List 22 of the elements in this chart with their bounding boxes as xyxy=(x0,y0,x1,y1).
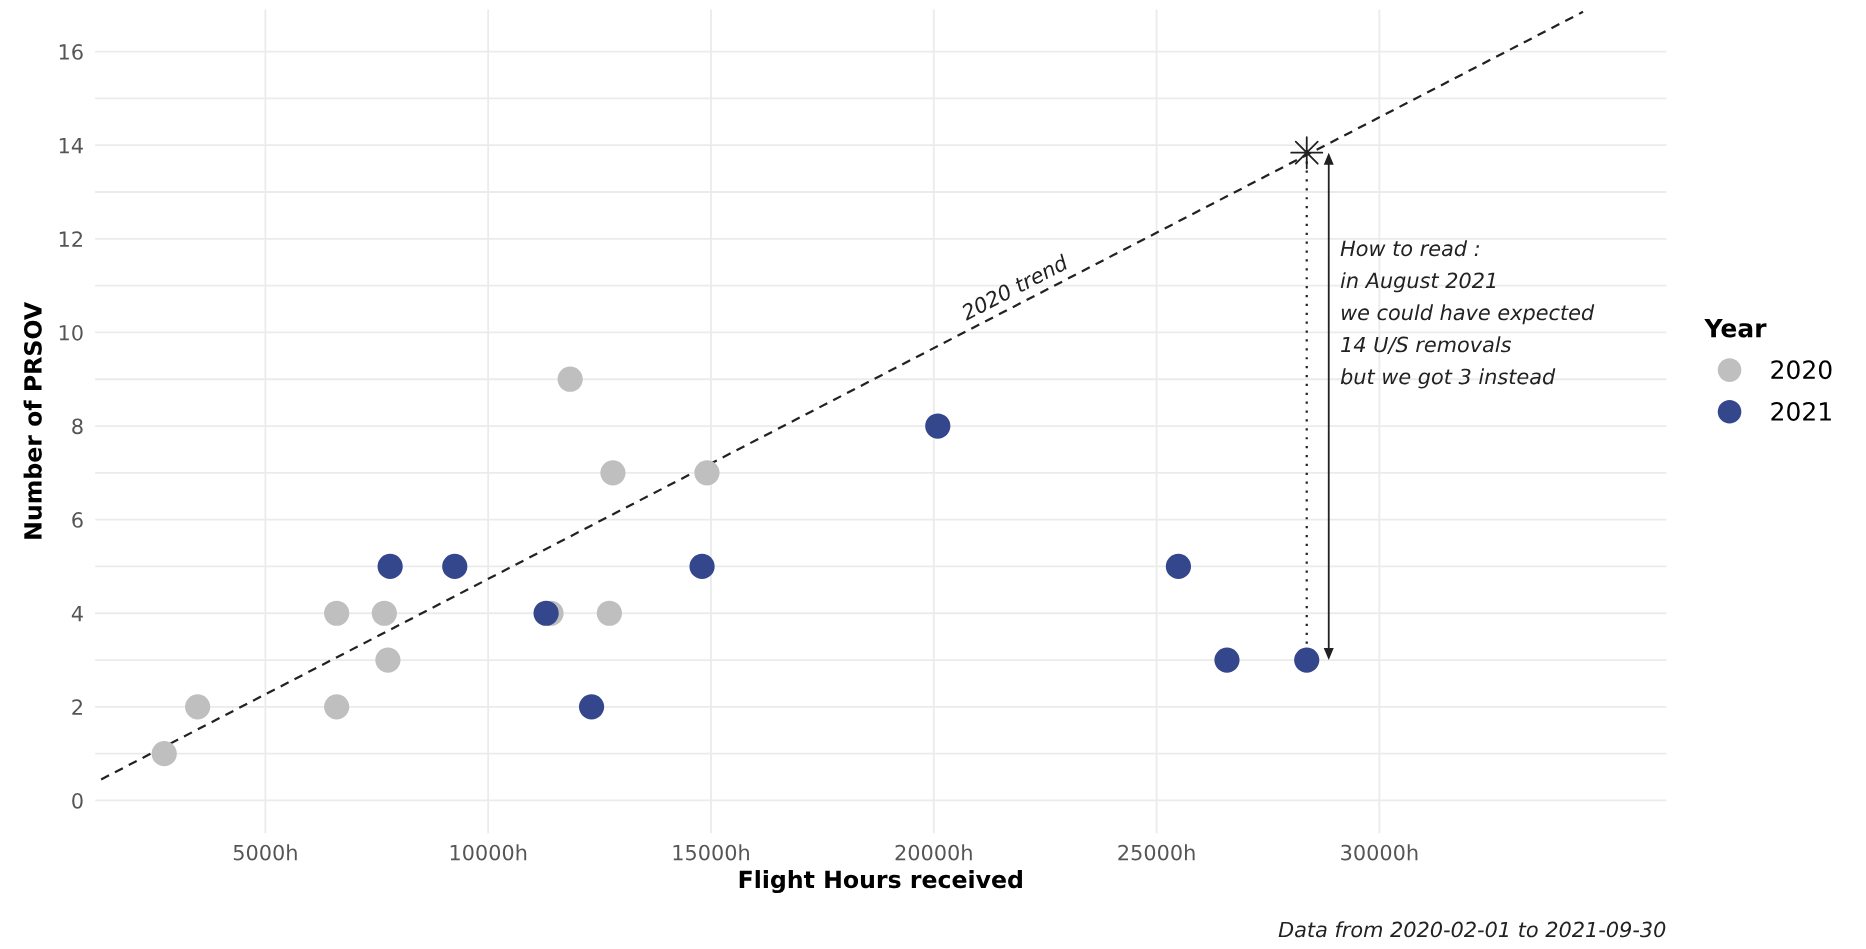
y-tick-label: 12 xyxy=(59,231,82,247)
x-axis-title: Flight Hours received xyxy=(739,870,1022,894)
x-tick-label: 5000h xyxy=(233,844,297,861)
x-tick-label: 15000h xyxy=(673,844,749,861)
y-axis-title: Number of PRSOV xyxy=(23,302,42,539)
x-tick-label: 25000h xyxy=(1118,844,1195,861)
y-tick-label: 4 xyxy=(71,605,83,622)
legend-title: Year xyxy=(1704,318,1767,338)
x-tick-label: 20000h xyxy=(895,844,972,861)
y-tick-label: 16 xyxy=(59,44,83,60)
y-tick-label: 6 xyxy=(72,512,83,528)
annotation: How to read : in August 2021 we could have expected 14 U/S removals but we got 3 instead xyxy=(1340,240,1595,389)
x-tick-label: 10000h xyxy=(450,844,527,861)
text: Data from 2020-02-01 to 2021-09-30 xyxy=(1278,921,1666,938)
legend-label: 2020 xyxy=(1771,360,1832,380)
y-tick-label: 8 xyxy=(72,418,83,435)
x-tick-label: 30000h xyxy=(1341,844,1418,861)
y-tick-label: 0 xyxy=(72,792,83,809)
y-tick-label: 10 xyxy=(59,324,83,341)
y-tick-label: 14 xyxy=(59,137,83,154)
legend-label: 2021 xyxy=(1771,401,1831,421)
y-tick-label: 2 xyxy=(72,699,82,715)
